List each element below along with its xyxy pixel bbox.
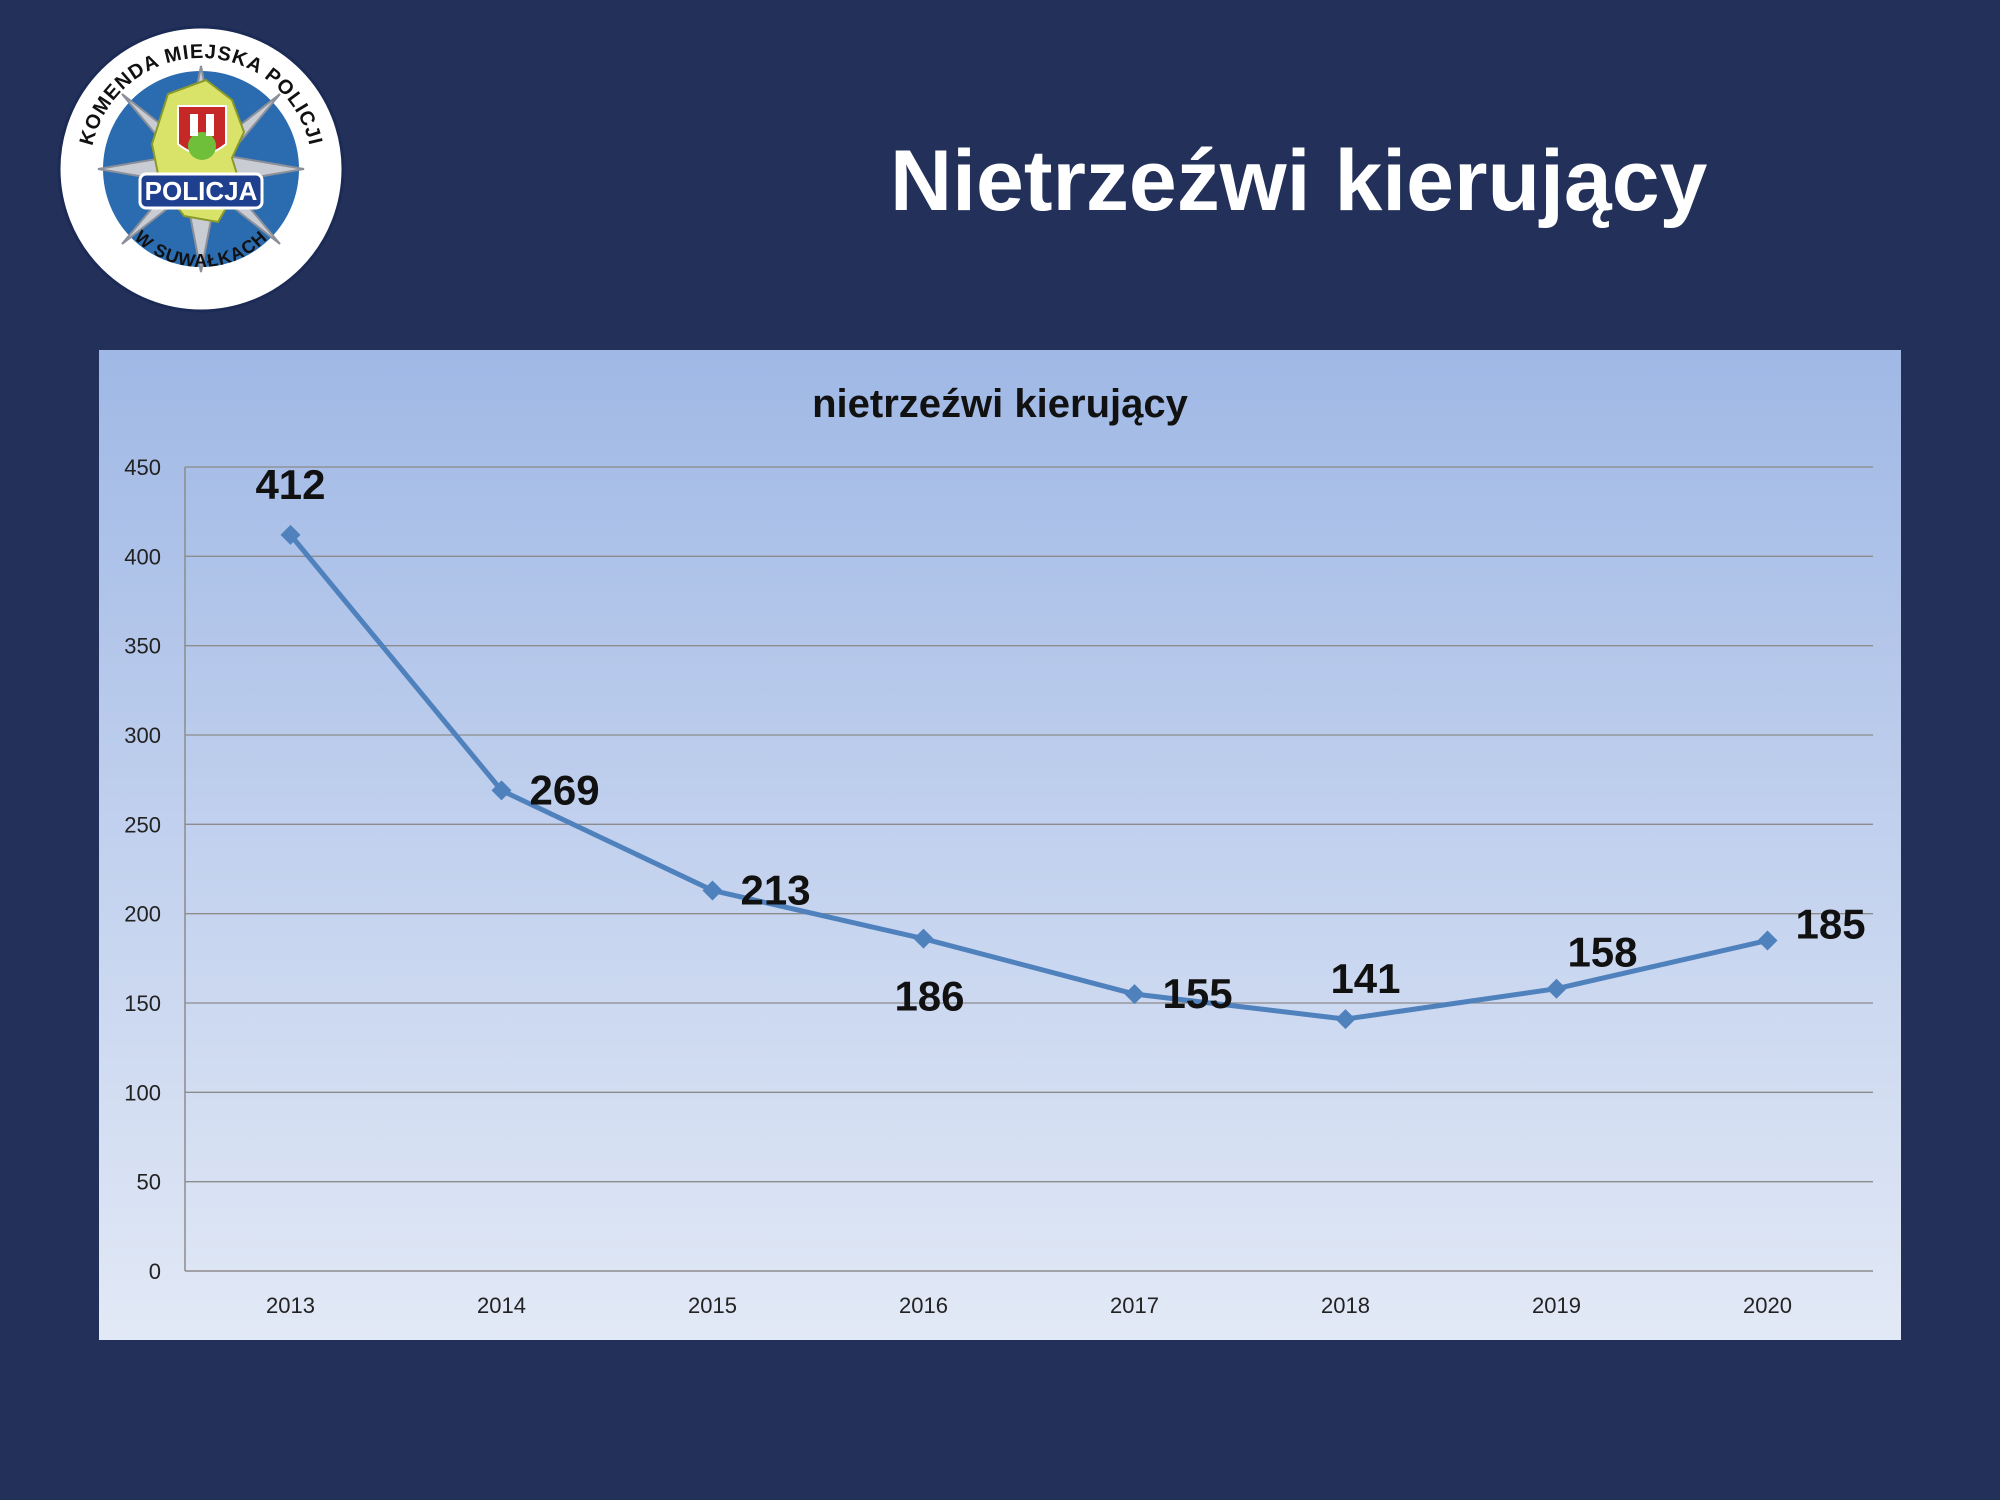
data-label: 185 (1796, 900, 1866, 947)
data-point-marker (280, 524, 301, 545)
slide-title: Nietrzeźwi kierujący (890, 133, 1708, 229)
data-point-marker (1124, 984, 1145, 1005)
data-point-marker (1335, 1009, 1356, 1030)
chart-panel: nietrzeźwi kierujący 0 50 100 150 200 250 300 3… (99, 350, 1901, 1340)
x-tick-label: 2014 (477, 1293, 526, 1318)
chart-title: nietrzeźwi kierujący (812, 382, 1188, 426)
data-label: 186 (894, 973, 964, 1020)
y-tick-label: 300 (124, 723, 161, 748)
x-tick-label: 2015 (688, 1293, 737, 1318)
chart-grid (185, 466, 1873, 1183)
x-tick-label: 2013 (266, 1293, 315, 1318)
data-label: 141 (1330, 955, 1400, 1002)
y-tick-label: 400 (124, 544, 161, 569)
data-label: 269 (530, 766, 600, 813)
y-tick-label: 200 (124, 902, 161, 927)
chart-axes: 0 50 100 150 200 250 300 350 400 450 2013 2014 2015 2… (124, 455, 1873, 1318)
data-label: 158 (1567, 929, 1637, 976)
chart-data-labels: 412 269 213 186 155 141 158 185 (255, 461, 1865, 1020)
line-chart: nietrzeźwi kierujący 0 50 100 150 200 250 300 3… (124, 382, 1873, 1318)
x-tick-label: 2019 (1532, 1293, 1581, 1318)
chart-series (280, 524, 1778, 1030)
x-tick-label: 2017 (1110, 1293, 1159, 1318)
series-line (288, 533, 1769, 1022)
y-tick-label: 250 (124, 812, 161, 837)
x-tick-label: 2018 (1321, 1293, 1370, 1318)
data-label: 155 (1163, 970, 1233, 1017)
y-tick-label: 50 (137, 1170, 161, 1195)
y-tick-label: 0 (149, 1259, 161, 1284)
y-tick-label: 350 (124, 634, 161, 659)
logo-badge-text: POLICJA (145, 176, 258, 206)
y-tick-label: 100 (124, 1080, 161, 1105)
y-tick-label: 150 (124, 991, 161, 1016)
data-point-marker (702, 880, 723, 901)
data-point-marker (491, 780, 512, 801)
data-point-marker (1757, 930, 1778, 951)
x-tick-label: 2016 (899, 1293, 948, 1318)
data-label: 213 (741, 866, 811, 913)
data-point-marker (1546, 978, 1567, 999)
x-tick-label: 2020 (1743, 1293, 1792, 1318)
data-label: 412 (255, 461, 325, 508)
y-tick-label: 450 (124, 455, 161, 480)
police-logo: POLICJA KOMENDA MIEJSKA POLICJI W SUWAŁK… (56, 24, 346, 314)
data-point-marker (913, 928, 934, 949)
